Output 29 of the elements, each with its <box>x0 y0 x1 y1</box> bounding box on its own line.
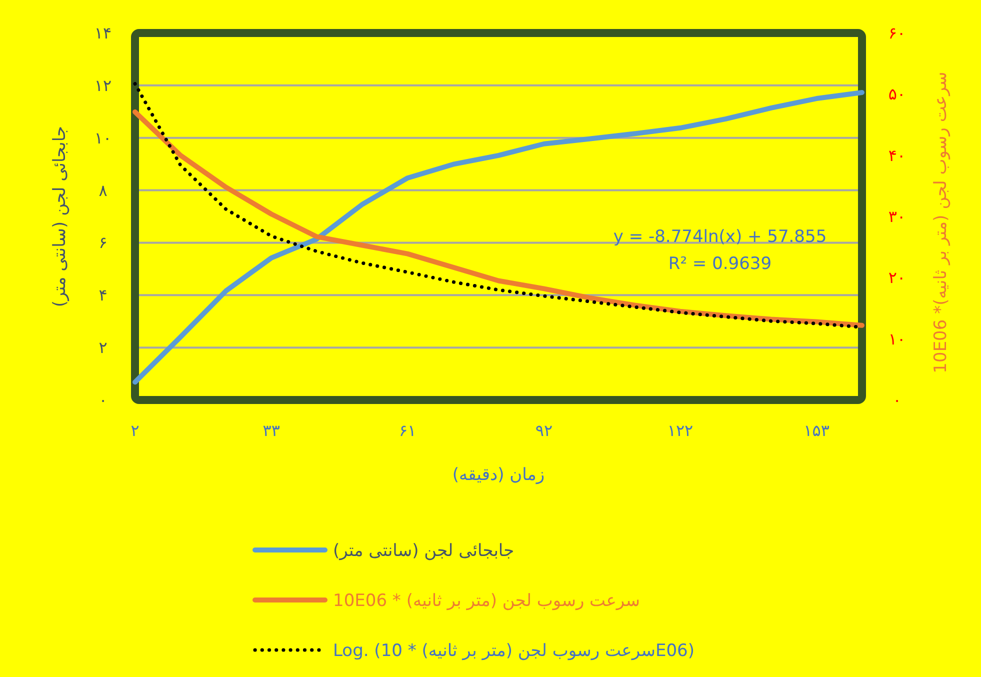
y-axis-title: جابجائی لجن (سانتی متر) <box>50 126 70 308</box>
y2-tick-label: ۵۰ <box>888 84 906 104</box>
x-tick-label: ۳۳ <box>262 421 280 440</box>
y2-tick-label: ۲۰ <box>888 268 906 288</box>
y2-tick-label: ۱۰ <box>888 329 906 348</box>
y2-tick-label: ۳۰ <box>888 207 906 226</box>
y2-tick-label: ۴۰ <box>888 146 906 165</box>
y2-tick-label: ۶۰ <box>888 24 906 42</box>
y2-axis-title: سرعت رسوب لجن (متر بر ثانیه)* 10E06 <box>931 72 951 374</box>
x-tick-label: ۹۲ <box>535 421 553 440</box>
y2-tick-label: ۰ <box>892 390 902 410</box>
x-tick-label: ۲ <box>130 421 140 440</box>
legend-label: Log. (سرعت رسوب لجن (متر بر ثانیه) * 10E06) <box>333 641 694 661</box>
x-tick-label: ۱۲۲ <box>667 421 694 440</box>
x-tick-label: ۱۵۳ <box>804 421 830 440</box>
annotation: y = -8.774ln(x) + 57.855 <box>613 227 827 247</box>
y-tick-label: ۶ <box>98 233 108 252</box>
y-tick-label: ۲ <box>98 338 108 358</box>
legend-label: جابجائی لجن (سانتی متر) <box>333 541 514 561</box>
annotation: R² = 0.9639 <box>668 254 772 274</box>
y-tick-label: ۴ <box>98 286 108 305</box>
legend-label: سرعت رسوب لجن (متر بر ثانیه) * 10E06 <box>333 591 640 611</box>
x-axis-title: زمان (دقیقه) <box>452 465 545 485</box>
y-tick-label: ۱۰ <box>94 128 112 148</box>
x-tick-label: ۶۱ <box>399 421 416 440</box>
y-tick-label: ۱۴ <box>94 24 112 42</box>
y-tick-label: ۱۲ <box>94 76 112 95</box>
y-tick-label: ۸ <box>98 180 108 200</box>
y-tick-label: ۰ <box>98 390 108 410</box>
